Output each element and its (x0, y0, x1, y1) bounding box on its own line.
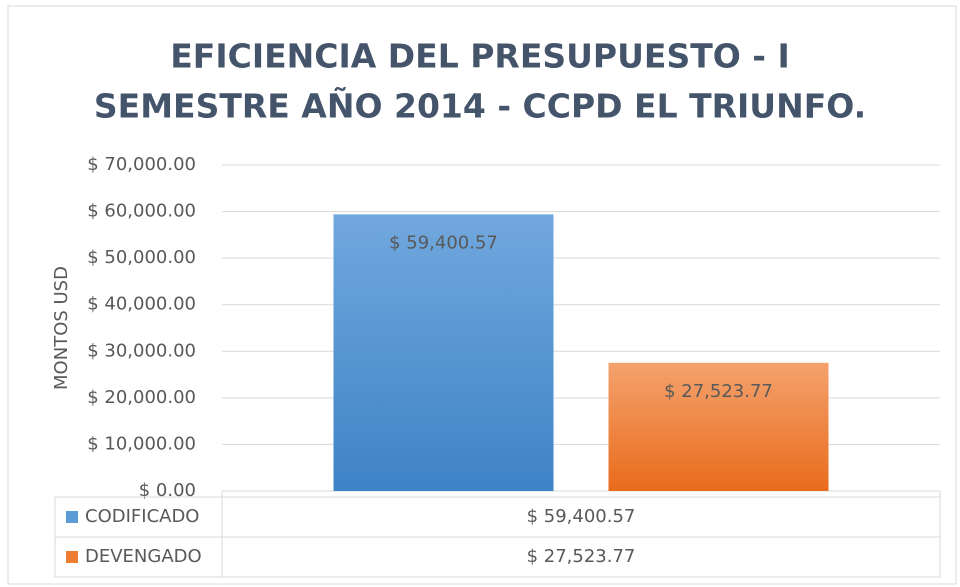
chart-title: EFICIENCIA DEL PRESUPUESTO - I (170, 37, 790, 76)
y-tick-label: $ 70,000.00 (87, 154, 196, 175)
y-tick-label: $ 0.00 (139, 480, 196, 501)
bar (333, 214, 554, 492)
data-label: $ 59,400.57 (389, 232, 498, 253)
y-tick-label: $ 40,000.00 (87, 294, 196, 315)
y-tick-label: $ 10,000.00 (87, 433, 196, 454)
table-value: $ 27,523.77 (527, 546, 636, 567)
bar (608, 362, 829, 491)
table-row (54, 536, 941, 578)
legend-label: CODIFICADO (85, 506, 199, 527)
data-label: $ 27,523.77 (664, 381, 773, 402)
legend-swatch (66, 511, 78, 523)
y-axis-label: MONTOS USD (51, 266, 72, 390)
y-tick-label: $ 30,000.00 (87, 340, 196, 361)
legend-label: DEVENGADO (85, 546, 202, 567)
table-value: $ 59,400.57 (527, 506, 636, 527)
legend-swatch (66, 551, 78, 563)
chart-title: SEMESTRE AÑO 2014 - CCPD EL TRIUNFO. (94, 86, 866, 126)
y-tick-label: $ 20,000.00 (87, 387, 196, 408)
y-tick-label: $ 50,000.00 (87, 247, 196, 268)
y-tick-label: $ 60,000.00 (87, 201, 196, 222)
